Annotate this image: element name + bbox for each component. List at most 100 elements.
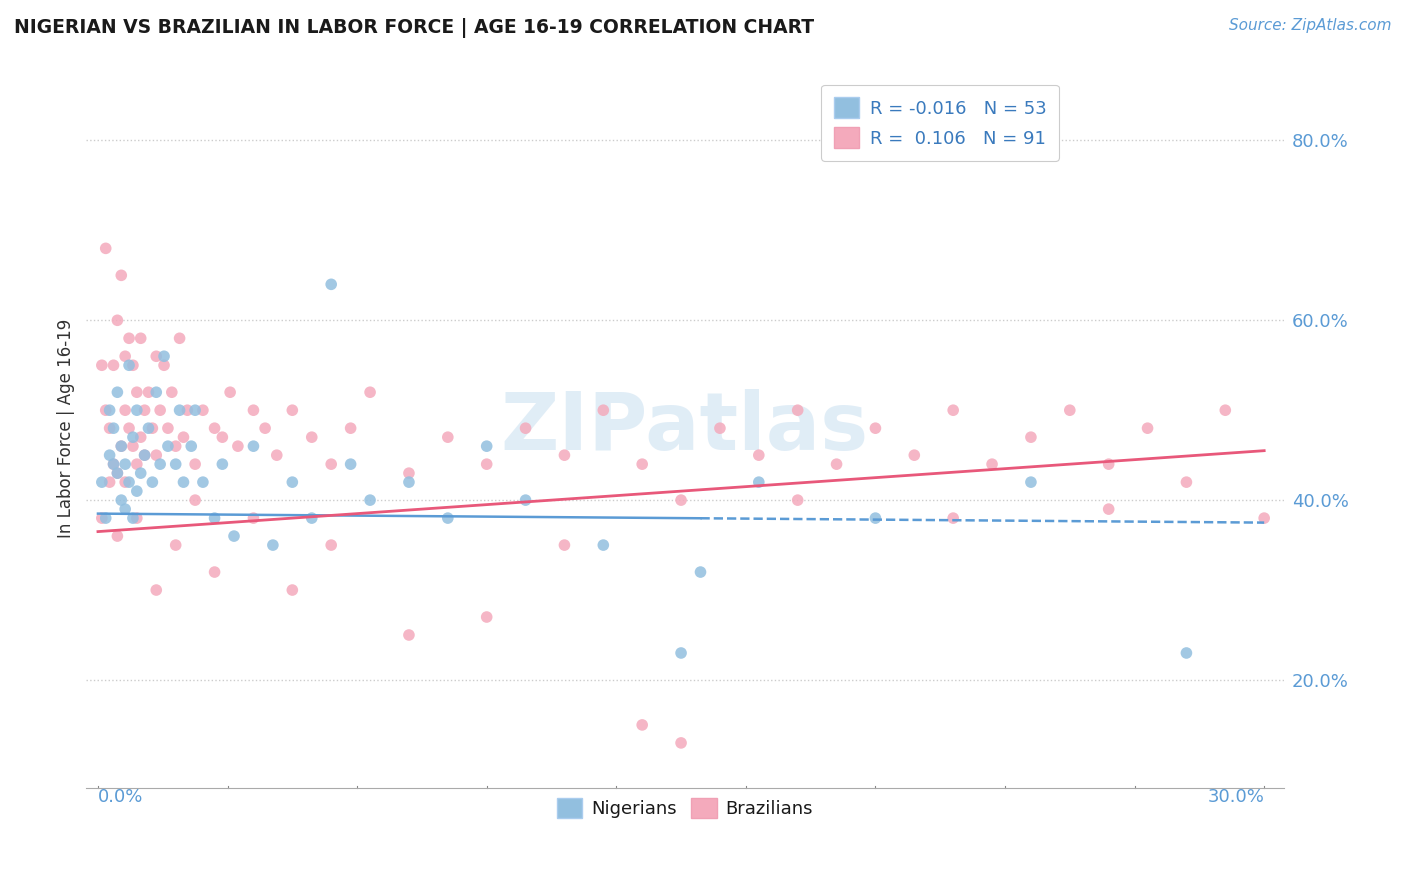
Point (1175, 475, 1198, 490)
Point (191, 475, 214, 490)
Point (748, 448, 770, 462)
Point (98, 421, 121, 435)
Point (125, 385, 148, 400)
Point (105, 466, 128, 480)
Point (153, 358, 176, 372)
Point (90, 475, 112, 490)
Point (204, 421, 226, 435)
Point (94, 403, 117, 417)
Point (114, 403, 136, 417)
Point (1098, 457, 1121, 471)
Point (125, 484, 148, 499)
Point (1059, 403, 1081, 417)
Point (359, 385, 381, 400)
Point (709, 421, 731, 435)
Point (398, 628, 420, 642)
Point (145, 582, 167, 597)
Point (114, 457, 136, 471)
Point (114, 349, 136, 363)
Point (118, 331, 141, 345)
Point (134, 448, 156, 462)
Point (169, 403, 191, 417)
Point (281, 475, 304, 490)
Point (204, 511, 226, 525)
Point (242, 511, 264, 525)
Point (110, 439, 132, 453)
Point (169, 331, 191, 345)
Point (1098, 502, 1121, 516)
Point (118, 421, 141, 435)
Text: 30.0%: 30.0% (1208, 788, 1264, 805)
Point (786, 493, 808, 508)
Point (105, 529, 128, 543)
Point (515, 421, 537, 435)
Point (631, 457, 654, 471)
Point (110, 268, 132, 283)
Point (94, 241, 117, 255)
Text: 0.0%: 0.0% (98, 788, 143, 805)
Point (103, 358, 125, 372)
Point (321, 457, 343, 471)
Point (98, 448, 121, 462)
Point (114, 475, 136, 490)
Point (242, 403, 264, 417)
Point (114, 502, 136, 516)
Point (134, 448, 156, 462)
Point (631, 718, 654, 732)
Point (903, 448, 925, 462)
Point (262, 538, 284, 552)
Point (110, 493, 132, 508)
Legend: Nigerians, Brazilians: Nigerians, Brazilians (550, 790, 820, 826)
Point (865, 511, 887, 525)
Point (118, 358, 141, 372)
Point (129, 430, 152, 444)
Point (122, 358, 145, 372)
Point (184, 403, 207, 417)
Point (138, 385, 160, 400)
Point (748, 475, 770, 490)
Point (669, 646, 692, 660)
Point (281, 582, 304, 597)
Point (125, 457, 148, 471)
Point (172, 430, 194, 444)
Y-axis label: In Labor Force | Age 16-19: In Labor Force | Age 16-19 (58, 318, 75, 538)
Point (176, 403, 198, 417)
Point (134, 403, 156, 417)
Point (141, 475, 163, 490)
Point (339, 421, 361, 435)
Point (103, 457, 125, 471)
Point (1213, 403, 1236, 417)
Point (553, 448, 575, 462)
Point (398, 466, 420, 480)
Point (301, 511, 323, 525)
Point (105, 313, 128, 327)
Point (105, 385, 128, 400)
Point (103, 421, 125, 435)
Point (592, 403, 614, 417)
Point (125, 403, 148, 417)
Point (669, 493, 692, 508)
Point (105, 466, 128, 480)
Point (122, 439, 145, 453)
Point (359, 493, 381, 508)
Point (125, 511, 148, 525)
Text: NIGERIAN VS BRAZILIAN IN LABOR FORCE | AGE 16-19 CORRELATION CHART: NIGERIAN VS BRAZILIAN IN LABOR FORCE | A… (14, 18, 814, 37)
Point (437, 430, 460, 444)
Point (90, 358, 112, 372)
Point (138, 421, 160, 435)
Point (222, 529, 245, 543)
Point (254, 421, 277, 435)
Point (191, 403, 214, 417)
Point (281, 403, 304, 417)
Point (110, 439, 132, 453)
Point (156, 439, 179, 453)
Point (437, 511, 460, 525)
Point (160, 385, 183, 400)
Point (98, 475, 121, 490)
Point (1175, 646, 1198, 660)
Point (165, 439, 187, 453)
Point (553, 538, 575, 552)
Point (172, 475, 194, 490)
Point (475, 610, 498, 624)
Point (118, 475, 141, 490)
